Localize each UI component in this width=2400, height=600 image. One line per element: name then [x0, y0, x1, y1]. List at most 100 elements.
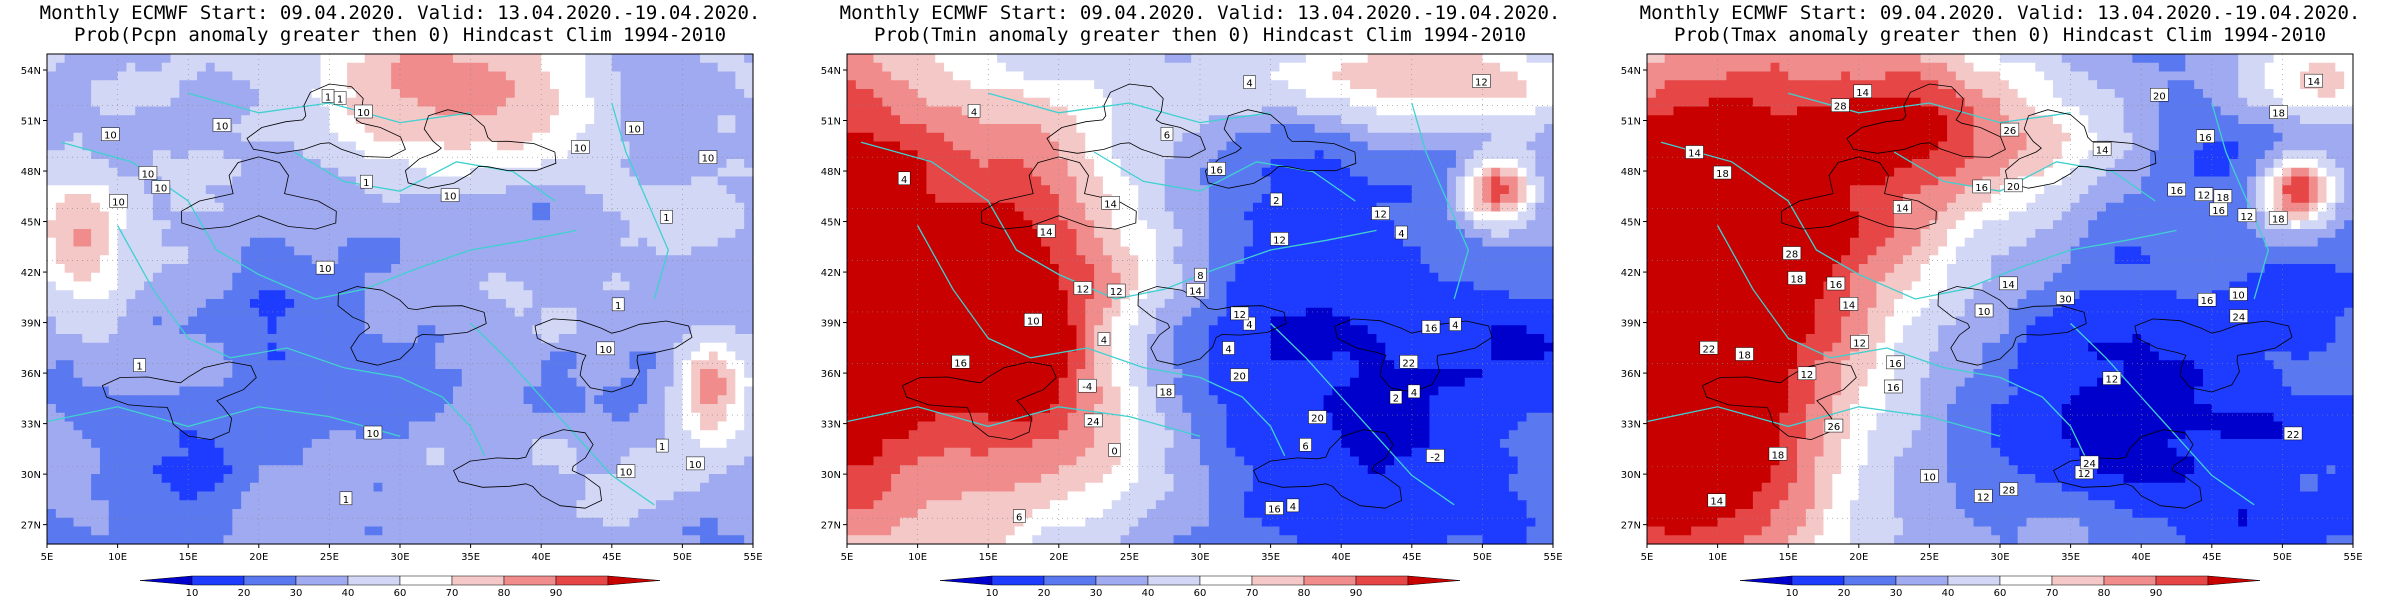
prob-cell — [135, 273, 144, 282]
prob-cell — [656, 107, 665, 116]
prob-cell — [118, 264, 127, 273]
prob-cell — [435, 238, 444, 247]
prob-cell — [126, 343, 135, 352]
prob-cell — [241, 247, 250, 256]
prob-cell — [577, 255, 586, 264]
prob-cell — [1279, 54, 1288, 63]
prob-cell — [479, 72, 488, 81]
prob-cell — [1324, 54, 1333, 63]
prob-cell — [744, 343, 753, 352]
prob-cell — [118, 430, 127, 439]
prob-cell — [162, 290, 171, 299]
prob-cell — [1491, 80, 1500, 89]
prob-cell — [462, 133, 471, 142]
prob-cell — [621, 527, 630, 536]
contour-label-text: 10 — [444, 192, 457, 203]
prob-cell — [259, 54, 268, 63]
prob-cell — [891, 54, 900, 63]
prob-cell — [612, 378, 621, 387]
prob-cell — [250, 334, 259, 343]
prob-cell — [568, 63, 577, 72]
prob-cell — [82, 255, 91, 264]
prob-cell — [285, 273, 294, 282]
prob-cell — [656, 299, 665, 308]
prob-cell — [82, 220, 91, 229]
prob-cell — [347, 308, 356, 317]
prob-cell — [321, 159, 330, 168]
prob-cell — [1103, 72, 1112, 81]
prob-cell — [65, 107, 74, 116]
prob-cell — [162, 439, 171, 448]
prob-cell — [638, 422, 647, 431]
prob-cell — [56, 89, 65, 98]
prob-cell — [471, 150, 480, 159]
prob-cell — [532, 457, 541, 466]
prob-cell — [435, 72, 444, 81]
prob-cell — [382, 457, 391, 466]
prob-cell — [329, 220, 338, 229]
prob-cell — [109, 422, 118, 431]
prob-cell — [647, 238, 656, 247]
prob-cell — [629, 72, 638, 81]
prob-cell — [594, 492, 603, 501]
prob-cell — [91, 177, 100, 186]
prob-cell — [462, 150, 471, 159]
prob-cell — [109, 492, 118, 501]
prob-cell — [285, 264, 294, 273]
prob-cell — [171, 72, 180, 81]
prob-cell — [682, 404, 691, 413]
prob-cell — [577, 439, 586, 448]
prob-cell — [603, 133, 612, 142]
prob-cell — [232, 185, 241, 194]
prob-cell — [444, 317, 453, 326]
prob-cell — [197, 465, 206, 474]
prob-cell — [259, 527, 268, 536]
prob-cell — [409, 133, 418, 142]
prob-cell — [962, 89, 971, 98]
prob-cell — [73, 273, 82, 282]
prob-cell — [82, 308, 91, 317]
prob-cell — [47, 422, 56, 431]
prob-cell — [276, 124, 285, 133]
prob-cell — [682, 142, 691, 151]
prob-cell — [276, 142, 285, 151]
prob-cell — [338, 185, 347, 194]
prob-cell — [585, 299, 594, 308]
prob-cell — [532, 115, 541, 124]
prob-cell — [718, 238, 727, 247]
contour-label: 1 — [322, 89, 334, 103]
prob-cell — [1174, 80, 1183, 89]
prob-cell — [735, 282, 744, 291]
prob-cell — [153, 229, 162, 238]
prob-cell — [856, 89, 865, 98]
prob-cell — [382, 509, 391, 518]
prob-cell — [435, 439, 444, 448]
prob-cell — [1112, 63, 1121, 72]
prob-cell — [391, 509, 400, 518]
prob-cell — [197, 142, 206, 151]
prob-cell — [56, 509, 65, 518]
prob-cell — [744, 387, 753, 396]
prob-cell — [285, 527, 294, 536]
prob-cell — [665, 308, 674, 317]
prob-cell — [577, 492, 586, 501]
prob-cell — [409, 352, 418, 361]
prob-cell — [268, 247, 277, 256]
prob-cell — [126, 387, 135, 396]
prob-cell — [453, 54, 462, 63]
prob-cell — [382, 404, 391, 413]
prob-cell — [400, 317, 409, 326]
prob-cell — [900, 72, 909, 81]
prob-cell — [541, 378, 550, 387]
prob-cell — [524, 72, 533, 81]
prob-cell — [1377, 63, 1386, 72]
prob-cell — [382, 220, 391, 229]
prob-cell — [179, 115, 188, 124]
prob-cell — [524, 133, 533, 142]
prob-cell — [259, 185, 268, 194]
prob-cell — [444, 360, 453, 369]
prob-cell — [735, 387, 744, 396]
prob-cell — [241, 448, 250, 457]
prob-cell — [638, 308, 647, 317]
prob-cell — [1412, 63, 1421, 72]
